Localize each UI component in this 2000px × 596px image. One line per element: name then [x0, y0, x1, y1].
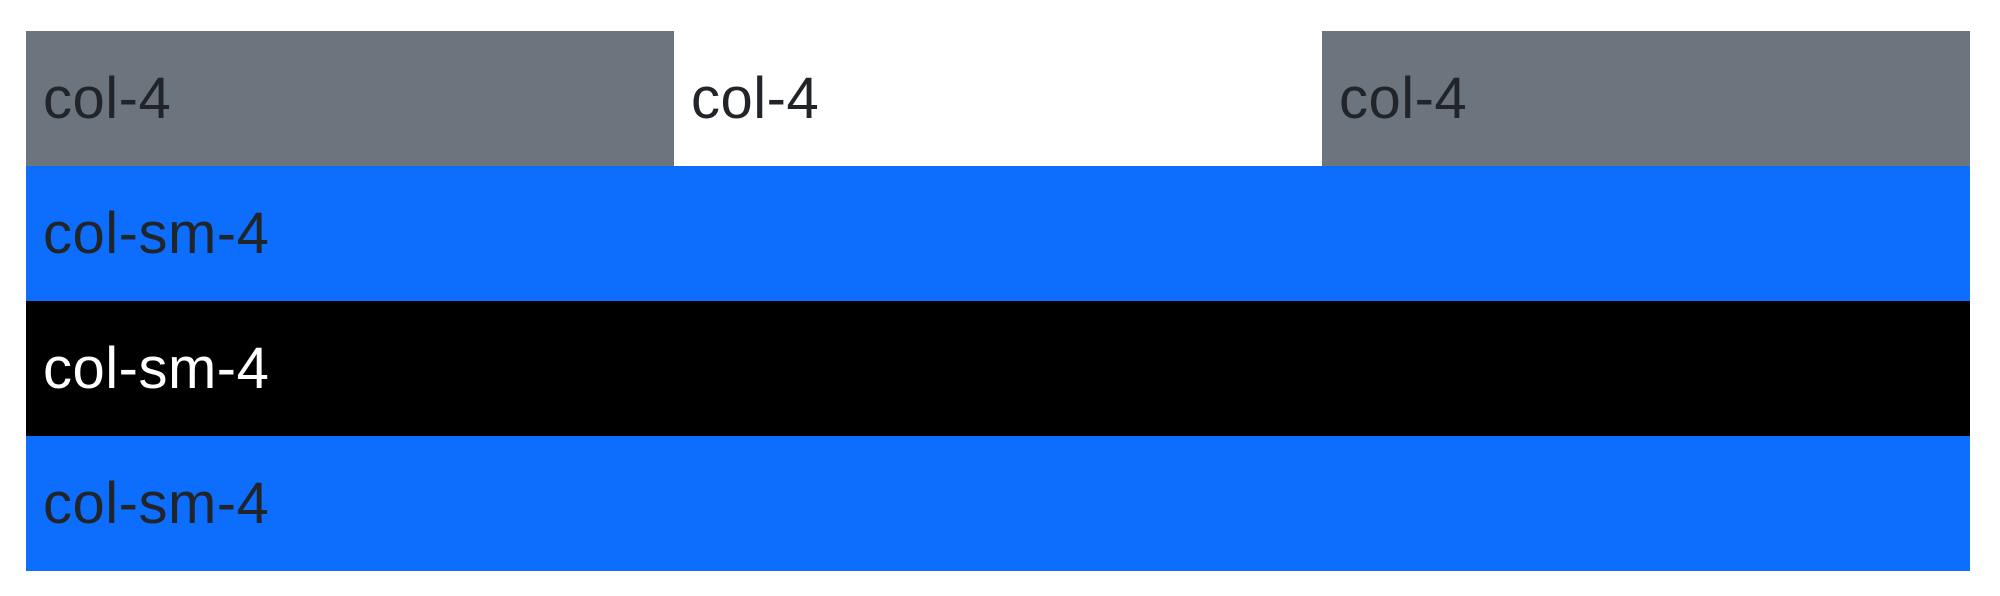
grid-cell-col-4-2: col-4 — [673, 31, 1322, 166]
grid-row-col-4: col-4 col-4 col-4 — [26, 31, 1970, 166]
grid-cell-col-sm-4-3: col-sm-4 — [26, 436, 1970, 571]
grid-container: col-4 col-4 col-4 col-sm-4 col-sm-4 col-… — [26, 31, 1970, 571]
grid-cell-col-4-3: col-4 — [1321, 31, 1970, 166]
grid-row-col-sm-4-3: col-sm-4 — [26, 436, 1970, 571]
grid-row-col-sm-4-2: col-sm-4 — [26, 301, 1970, 436]
grid-cell-col-sm-4-2: col-sm-4 — [26, 301, 1970, 436]
grid-cell-col-sm-4-1: col-sm-4 — [26, 166, 1970, 301]
grid-cell-col-4-1: col-4 — [26, 31, 674, 166]
grid-row-col-sm-4-1: col-sm-4 — [26, 166, 1970, 301]
